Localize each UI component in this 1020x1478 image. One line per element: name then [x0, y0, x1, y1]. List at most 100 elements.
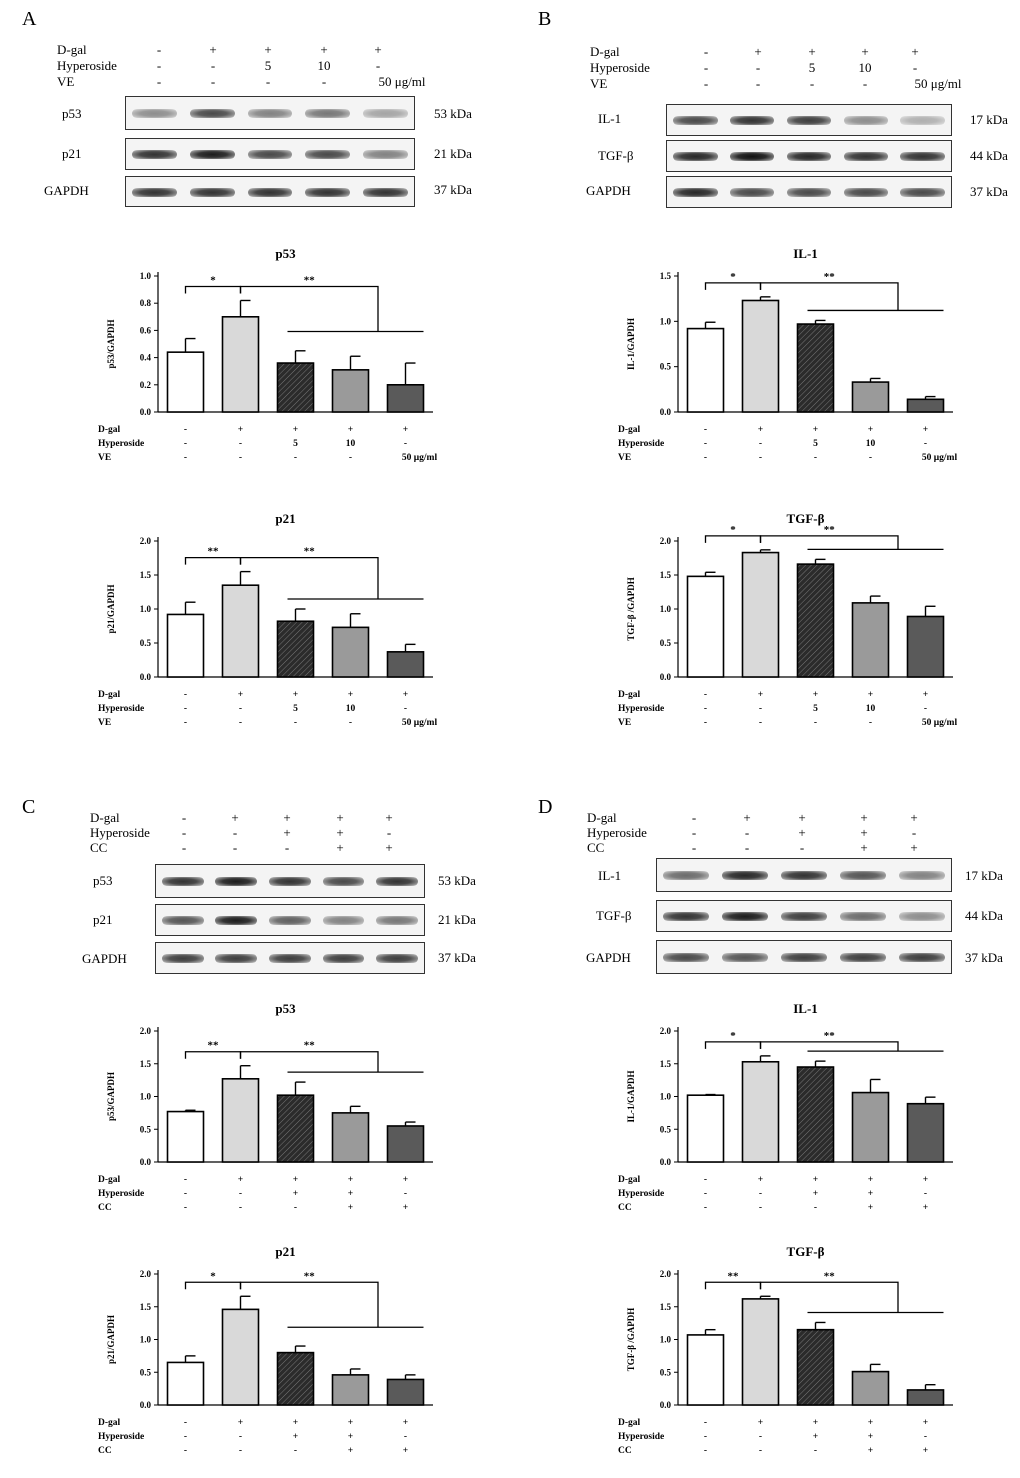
row-value: -: [181, 840, 187, 855]
bar: [386, 1125, 425, 1163]
bar: [276, 1351, 315, 1406]
treatment-label: CC: [98, 1446, 112, 1456]
kda-label: 17 kDa: [970, 112, 1008, 127]
treatment-value: -: [294, 718, 297, 728]
row-value: -: [156, 58, 162, 73]
treatment-value: -: [759, 453, 762, 463]
y-tick-label: 2.0: [660, 1269, 672, 1279]
treatment-label: Hyperoside: [98, 704, 144, 714]
treatment-value: +: [293, 690, 298, 700]
bar: [386, 384, 425, 413]
bar: [741, 299, 780, 413]
kda-label: 44 kDa: [965, 908, 1003, 923]
bar-chart-p21-a: p21 p21/GAPDH 0.0 0.5 1.0 1.5 2.0 ** ** D-gal - + + +…: [98, 511, 437, 728]
treatment-value: +: [813, 1189, 818, 1199]
blot-band: [898, 871, 945, 880]
treatment-value: +: [868, 1432, 873, 1442]
significance-bracket: [704, 1281, 762, 1290]
treatment-value: -: [704, 1203, 707, 1213]
blot-label-il1: IL-1: [598, 868, 622, 883]
bar: [686, 327, 725, 413]
treatment-value: +: [813, 1432, 818, 1442]
blot-band: [843, 152, 888, 161]
bar: [906, 398, 945, 413]
treatment-value: -: [704, 1189, 707, 1199]
chart-title: IL-1: [793, 246, 818, 261]
y-tick-label: 1.5: [660, 1302, 672, 1312]
treatment-value: -: [184, 718, 187, 728]
bar: [906, 1102, 945, 1163]
bar: [331, 369, 370, 413]
bar: [796, 563, 835, 678]
bar: [276, 362, 315, 413]
blot-strip: [656, 940, 952, 974]
y-tick-label: 1.5: [140, 1059, 152, 1069]
treatment-label: CC: [618, 1446, 632, 1456]
y-axis-label: p53/GAPDH: [106, 319, 116, 368]
treatment-label: D-gal: [618, 425, 641, 435]
treatment-value: +: [348, 1432, 353, 1442]
kda-label: 37 kDa: [965, 950, 1003, 965]
blot-strip: [155, 942, 425, 974]
blot-band: [362, 150, 408, 159]
y-tick-label: 0.6: [140, 325, 152, 335]
treatment-value: +: [348, 1446, 353, 1456]
row-value: +: [754, 44, 762, 59]
blot-band: [322, 954, 365, 963]
bar: [166, 1361, 205, 1406]
row-label: VE: [57, 74, 75, 89]
blot-band: [247, 150, 293, 159]
panel-a-label: A: [22, 8, 37, 30]
treatment-value: -: [184, 453, 187, 463]
row-value: -: [375, 58, 381, 73]
bar: [741, 1298, 780, 1406]
treatment-label: Hyperoside: [618, 1189, 664, 1199]
y-tick-label: 1.5: [140, 1302, 152, 1312]
blot-strip: [666, 104, 952, 136]
significance-marker: **: [208, 1040, 220, 1052]
y-axis-label: TGF-β /GAPDH: [626, 577, 636, 641]
treatment-label: CC: [618, 1203, 632, 1213]
y-tick-label: 1.5: [140, 570, 152, 580]
treatment-value: -: [184, 1432, 187, 1442]
blot-band: [376, 877, 419, 886]
bar: [741, 551, 780, 678]
bar: [276, 1094, 315, 1163]
kda-label: 37 kDa: [434, 182, 472, 197]
y-tick-label: 0.0: [140, 672, 152, 682]
treatment-label: D-gal: [618, 1418, 641, 1428]
treatment-label: Hyperoside: [618, 1432, 664, 1442]
row-label: D-gal: [587, 810, 617, 825]
bar: [221, 1078, 260, 1163]
y-tick-label: 0.5: [660, 362, 672, 372]
row-value: -: [862, 76, 868, 91]
blot-label-gapdh: GAPDH: [44, 183, 89, 198]
treatment-value: -: [184, 1446, 187, 1456]
bar: [851, 1091, 890, 1163]
row-value: +: [336, 840, 344, 855]
y-tick-label: 1.0: [660, 604, 672, 614]
row-value: +: [336, 825, 344, 840]
blot-band: [673, 188, 718, 197]
significance-marker: *: [210, 274, 216, 286]
bar: [166, 613, 205, 678]
treatment-label: CC: [98, 1203, 112, 1213]
row-label: Hyperoside: [90, 825, 150, 840]
y-tick-label: 1.5: [660, 271, 672, 281]
blot-band: [839, 912, 886, 921]
treatment-value: -: [924, 439, 927, 449]
treatment-value: +: [923, 425, 928, 435]
significance-marker: **: [824, 1270, 836, 1282]
treatment-value: -: [239, 439, 242, 449]
treatment-value: +: [348, 1175, 353, 1185]
chart-title: TGF-β: [787, 1244, 825, 1259]
significance-bracket: [759, 1281, 899, 1313]
row-value: 10: [317, 58, 331, 73]
kda-label: 37 kDa: [970, 184, 1008, 199]
bar: [686, 1094, 725, 1163]
treatment-value: +: [923, 1175, 928, 1185]
y-tick-label: 1.5: [660, 1059, 672, 1069]
treatment-value: -: [704, 718, 707, 728]
